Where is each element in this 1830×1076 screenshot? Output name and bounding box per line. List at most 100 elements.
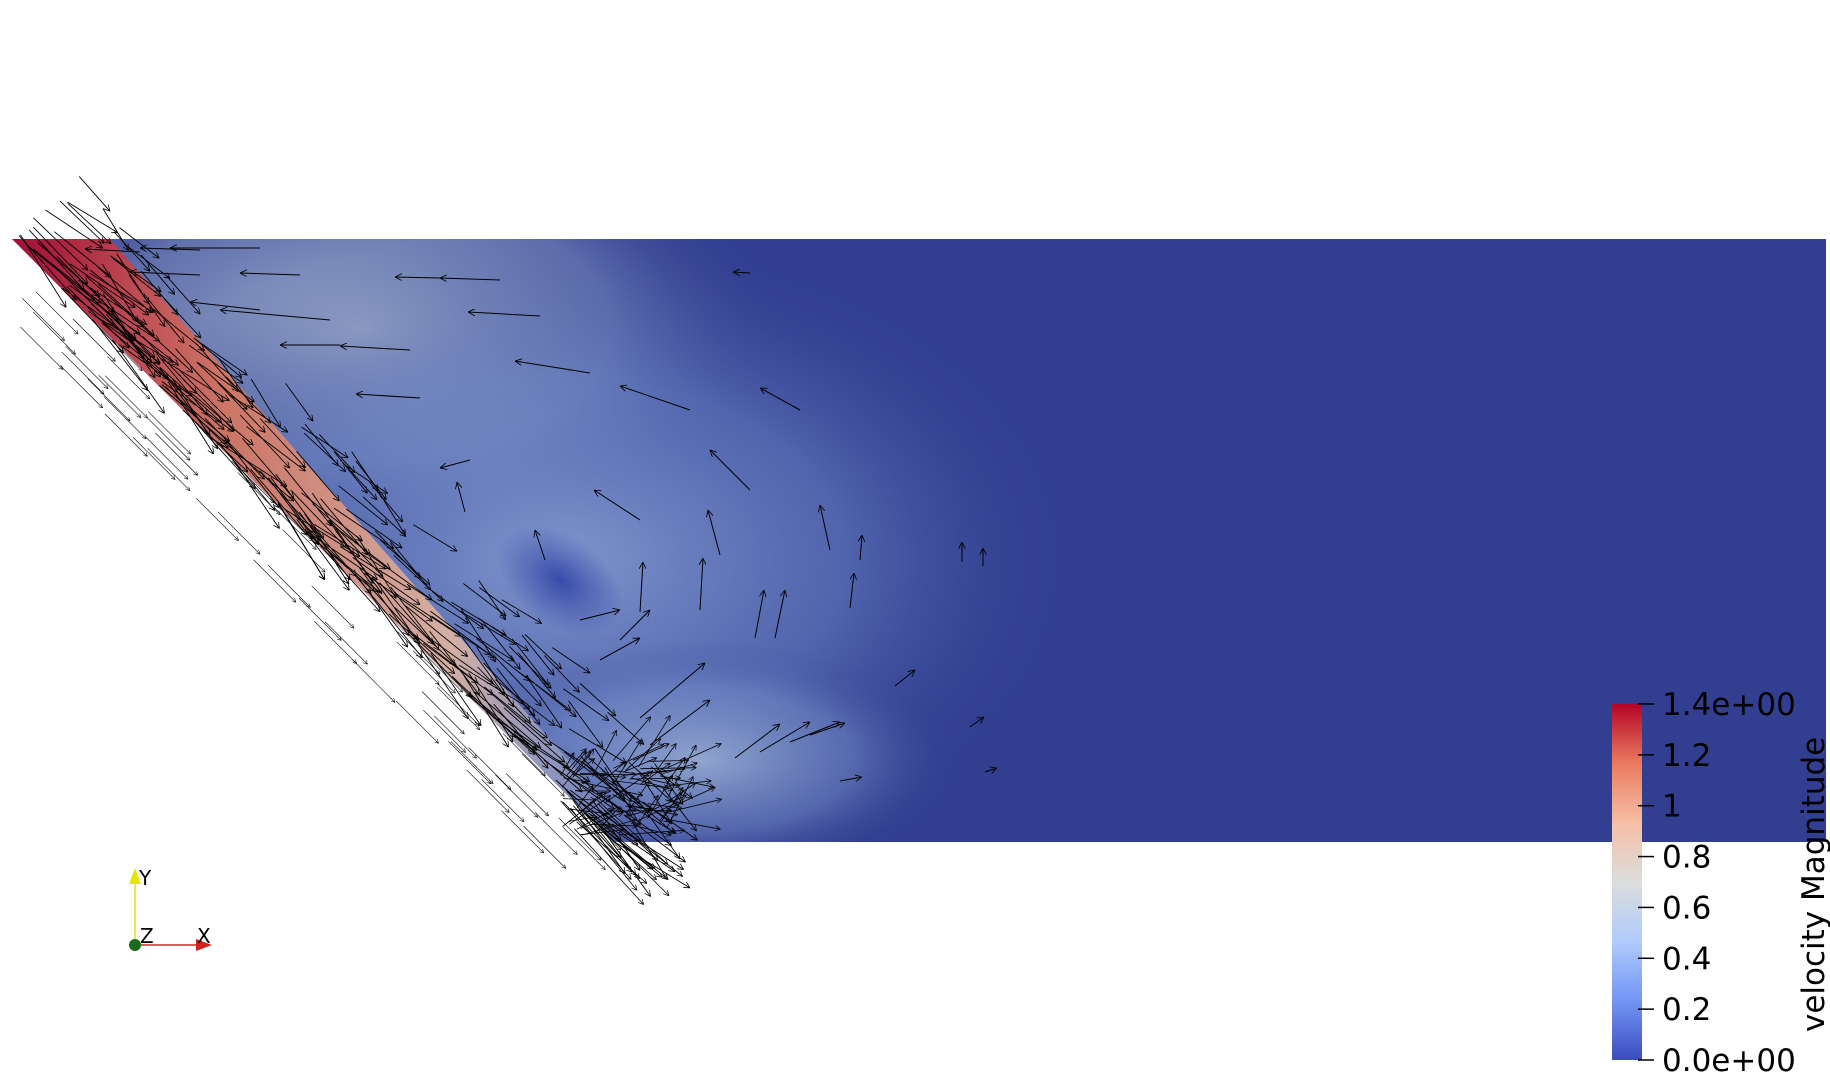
velocity-arrow [293, 514, 357, 577]
lower-flow-region [440, 640, 960, 842]
velocity-arrow [586, 814, 663, 877]
velocity-arrow [218, 357, 254, 408]
velocity-arrow [32, 311, 75, 355]
velocity-arrow [493, 703, 548, 768]
velocity-arrow [535, 530, 546, 561]
z-axis-dot [129, 939, 141, 951]
velocity-arrow [568, 700, 603, 748]
velocity-arrow [460, 611, 516, 644]
velocity-arrow [457, 482, 466, 513]
velocity-arrow [259, 470, 317, 533]
velocity-arrow [482, 621, 520, 669]
velocity-arrow [849, 573, 854, 609]
velocity-arrow [561, 751, 591, 788]
velocity-arrow [433, 715, 476, 759]
z-axis-label: Z [140, 924, 154, 948]
velocity-arrow [631, 805, 678, 815]
velocity-arrow [318, 434, 355, 472]
velocity-arrow [311, 585, 354, 628]
velocity-arrow [568, 796, 611, 825]
velocity-arrow [450, 601, 506, 635]
colorbar-tick-label: 0.8 [1662, 840, 1711, 876]
velocity-arrow [436, 683, 479, 725]
colorbar-tick-label: 1.2 [1662, 738, 1711, 774]
velocity-arrow [314, 524, 385, 569]
velocity-arrow [32, 226, 88, 284]
velocity-arrow [90, 295, 160, 342]
velocity-arrow [576, 785, 593, 809]
velocity-arrow [466, 693, 534, 753]
velocity-arrow [231, 460, 274, 504]
velocity-arrow [594, 490, 641, 521]
velocity-arrow [340, 346, 411, 351]
velocity-arrow [217, 511, 260, 555]
velocity-arrow [583, 762, 642, 808]
velocity-arrow [708, 510, 721, 556]
velocity-arrow [580, 755, 632, 808]
velocity-arrow [104, 413, 147, 457]
velocity-arrow [574, 828, 643, 905]
velocity-arrow [513, 640, 549, 685]
velocity-arrow [839, 777, 862, 781]
velocity-arrow [366, 589, 423, 658]
velocity-arrow [495, 774, 537, 818]
velocity-arrow [333, 507, 394, 548]
velocity-arrow [165, 386, 229, 448]
velocity-arrow [190, 302, 261, 311]
velocity-arrow [78, 176, 110, 211]
velocity-arrow [250, 378, 280, 428]
velocity-arrow [395, 700, 438, 744]
velocity-arrow [573, 805, 636, 876]
velocity-arrow [668, 819, 721, 830]
velocity-arrow [132, 436, 175, 480]
velocity-arrow [99, 328, 142, 370]
velocity-arrow [580, 781, 643, 795]
velocity-arrow [599, 809, 682, 877]
velocity-arrow [503, 707, 565, 763]
velocity-arrow [352, 659, 395, 703]
velocity-arrow [440, 278, 501, 280]
velocity-arrow [105, 313, 161, 377]
velocity-arrow [437, 687, 479, 730]
velocity-arrow [61, 351, 104, 394]
velocity-arrow [356, 394, 421, 399]
velocity-arrow [97, 283, 154, 336]
velocity-arrow [639, 763, 670, 785]
velocity-arrow [298, 597, 341, 641]
velocity-arrow [194, 421, 255, 489]
velocity-arrow [700, 558, 703, 611]
velocity-arrow [430, 610, 490, 655]
velocity-arrow [579, 610, 620, 621]
velocity-arrow [468, 672, 513, 742]
velocity-arrow [130, 272, 201, 275]
velocity-arrow [147, 448, 190, 490]
velocity-arrow [666, 787, 716, 810]
velocity-arrow [103, 396, 146, 438]
velocity-arrow [641, 771, 668, 774]
velocity-arrow [759, 722, 810, 753]
velocity-arrow [567, 808, 609, 814]
velocity-arrow [484, 686, 547, 738]
velocity-arrow [413, 524, 457, 552]
velocity-arrow [85, 249, 141, 252]
velocity-arrow [505, 773, 548, 817]
velocity-arrow [631, 777, 674, 790]
velocity-arrow [65, 345, 108, 389]
velocity-arrow [304, 423, 338, 466]
velocity-arrow [363, 572, 432, 621]
velocity-arrow [269, 498, 312, 541]
velocity-arrow [217, 382, 266, 433]
velocity-arrow [563, 777, 589, 782]
velocity-arrow [334, 529, 382, 594]
velocity-arrow [588, 812, 656, 869]
velocity-arrow [710, 450, 751, 491]
velocity-arrow [87, 378, 130, 421]
velocity-arrow [521, 634, 554, 675]
velocity-arrow [54, 231, 111, 278]
velocity-arrow [393, 606, 456, 666]
velocity-arrow [197, 362, 255, 402]
velocity-arrow [20, 326, 63, 370]
velocity-arrow [563, 688, 609, 721]
velocity-arrow [406, 583, 469, 623]
